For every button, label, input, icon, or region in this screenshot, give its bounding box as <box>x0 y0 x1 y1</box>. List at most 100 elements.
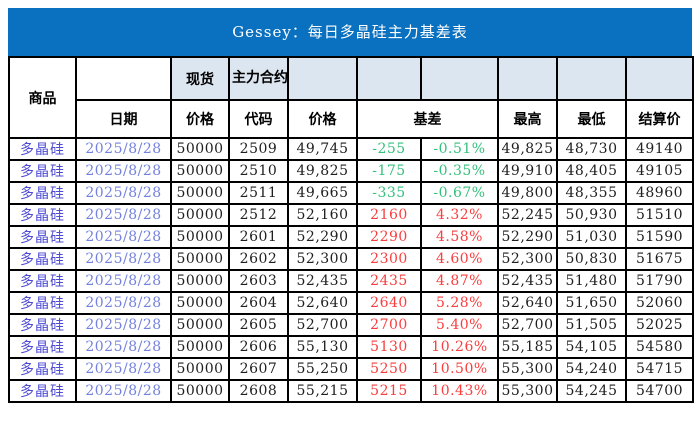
high-price-cell: 52,300 <box>497 247 558 271</box>
col-header-basis: 基差 <box>356 99 499 139</box>
settlement-cell: 54715 <box>625 357 694 381</box>
futures-price-cell: 52,700 <box>287 313 358 337</box>
futures-price-cell: 55,130 <box>287 335 358 359</box>
low-price-cell: 51,505 <box>556 313 627 337</box>
high-price-cell: 52,700 <box>497 313 558 337</box>
commodity-cell: 多晶硅 <box>8 203 77 227</box>
col-group-main-contract: 主力合约 <box>228 56 289 101</box>
basis-value-cell: -175 <box>356 159 422 183</box>
col-header-futures-price: 价格 <box>287 99 358 139</box>
header-ghost-cell <box>556 56 627 101</box>
basis-value-cell: 2300 <box>356 247 422 271</box>
header-ghost-cell <box>356 56 422 101</box>
basis-value-cell: 2435 <box>356 269 422 293</box>
futures-price-cell: 55,250 <box>287 357 358 381</box>
spot-price-cell: 50000 <box>170 335 230 359</box>
col-header-code: 代码 <box>228 99 289 139</box>
futures-price-cell: 52,640 <box>287 291 358 315</box>
date-cell: 2025/8/28 <box>75 313 172 337</box>
settlement-cell: 51510 <box>625 203 694 227</box>
futures-price-cell: 49,665 <box>287 181 358 205</box>
settlement-cell: 49140 <box>625 137 694 161</box>
col-header-commodity: 商品 <box>8 56 77 139</box>
table-row: 多晶硅 2025/8/28 50000 2602 52,300 2300 4.6… <box>8 247 694 271</box>
date-cell: 2025/8/28 <box>75 225 172 249</box>
header-ghost-cell <box>287 56 358 101</box>
low-price-cell: 50,930 <box>556 203 627 227</box>
contract-code-cell: 2511 <box>228 181 289 205</box>
low-price-cell: 50,830 <box>556 247 627 271</box>
low-price-cell: 48,405 <box>556 159 627 183</box>
commodity-cell: 多晶硅 <box>8 247 77 271</box>
commodity-cell: 多晶硅 <box>8 357 77 381</box>
table-row: 多晶硅 2025/8/28 50000 2608 55,215 5215 10.… <box>8 379 694 403</box>
table-row: 多晶硅 2025/8/28 50000 2604 52,640 2640 5.2… <box>8 291 694 315</box>
futures-price-cell: 52,435 <box>287 269 358 293</box>
settlement-cell: 51590 <box>625 225 694 249</box>
futures-price-cell: 49,745 <box>287 137 358 161</box>
low-price-cell: 54,240 <box>556 357 627 381</box>
settlement-cell: 54700 <box>625 379 694 403</box>
date-cell: 2025/8/28 <box>75 137 172 161</box>
commodity-cell: 多晶硅 <box>8 291 77 315</box>
basis-value-cell: -255 <box>356 137 422 161</box>
basis-value-cell: -335 <box>356 181 422 205</box>
high-price-cell: 55,185 <box>497 335 558 359</box>
col-header-high: 最高 <box>497 99 558 139</box>
high-price-cell: 55,300 <box>497 379 558 403</box>
settlement-cell: 52025 <box>625 313 694 337</box>
spot-price-cell: 50000 <box>170 225 230 249</box>
header-row-fields: 日期 价格 代码 价格 基差 最高 最低 结算价 <box>9 99 694 139</box>
commodity-cell: 多晶硅 <box>8 379 77 403</box>
high-price-cell: 55,300 <box>497 357 558 381</box>
spot-price-cell: 50000 <box>170 313 230 337</box>
contract-code-cell: 2602 <box>228 247 289 271</box>
header-ghost-cell <box>497 56 558 101</box>
futures-price-cell: 52,300 <box>287 247 358 271</box>
header-row-groups: 商品 现货 主力合约 <box>8 56 694 139</box>
settlement-cell: 49105 <box>625 159 694 183</box>
table-row: 多晶硅 2025/8/28 50000 2511 49,665 -335 -0.… <box>8 181 694 205</box>
date-cell: 2025/8/28 <box>75 181 172 205</box>
low-price-cell: 51,650 <box>556 291 627 315</box>
commodity-cell: 多晶硅 <box>8 137 77 161</box>
contract-code-cell: 2603 <box>228 269 289 293</box>
basis-table-page: Gessey：每日多晶硅主力基差表 商品 现货 主力合约 日期 <box>8 8 694 403</box>
basis-value-cell: 5215 <box>356 379 422 403</box>
low-price-cell: 51,030 <box>556 225 627 249</box>
col-header-settlement: 结算价 <box>625 99 694 139</box>
date-cell: 2025/8/28 <box>75 247 172 271</box>
basis-percent-cell: 4.32% <box>420 203 499 227</box>
date-cell: 2025/8/28 <box>75 357 172 381</box>
low-price-cell: 51,480 <box>556 269 627 293</box>
high-price-cell: 49,825 <box>497 137 558 161</box>
header-blank-cell <box>75 56 172 101</box>
contract-code-cell: 2608 <box>228 379 289 403</box>
basis-percent-cell: 10.50% <box>420 357 499 381</box>
table-header: 商品 现货 主力合约 日期 价格 代码 价格 基差 最高 最低 结算价 <box>8 56 694 139</box>
futures-price-cell: 52,290 <box>287 225 358 249</box>
commodity-cell: 多晶硅 <box>8 159 77 183</box>
table-row: 多晶硅 2025/8/28 50000 2509 49,745 -255 -0.… <box>8 137 694 161</box>
date-cell: 2025/8/28 <box>75 291 172 315</box>
high-price-cell: 52,640 <box>497 291 558 315</box>
basis-value-cell: 5130 <box>356 335 422 359</box>
spot-price-cell: 50000 <box>170 203 230 227</box>
header-ghost-cell <box>420 56 499 101</box>
contract-code-cell: 2606 <box>228 335 289 359</box>
table-row: 多晶硅 2025/8/28 50000 2510 49,825 -175 -0.… <box>8 159 694 183</box>
col-group-spot: 现货 <box>170 56 230 101</box>
date-cell: 2025/8/28 <box>75 269 172 293</box>
contract-code-cell: 2509 <box>228 137 289 161</box>
spot-price-cell: 50000 <box>170 357 230 381</box>
contract-code-cell: 2604 <box>228 291 289 315</box>
spot-price-cell: 50000 <box>170 379 230 403</box>
contract-code-cell: 2510 <box>228 159 289 183</box>
spot-price-cell: 50000 <box>170 181 230 205</box>
basis-table: 商品 现货 主力合约 日期 价格 代码 价格 基差 最高 最低 结算价 <box>8 56 694 403</box>
table-body: 多晶硅 2025/8/28 50000 2509 49,745 -255 -0.… <box>8 137 694 403</box>
settlement-cell: 54580 <box>625 335 694 359</box>
spot-price-cell: 50000 <box>170 159 230 183</box>
spot-price-cell: 50000 <box>170 137 230 161</box>
low-price-cell: 48,730 <box>556 137 627 161</box>
